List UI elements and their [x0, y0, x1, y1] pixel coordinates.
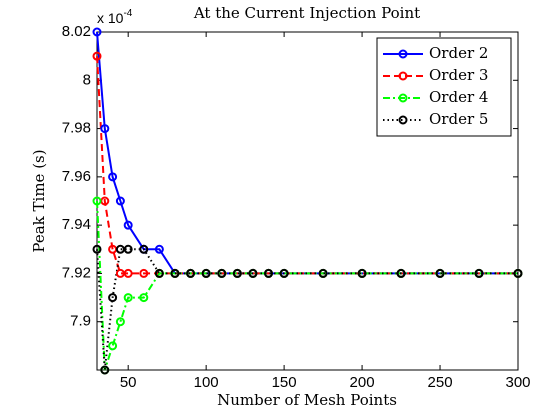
data-point [100, 365, 110, 375]
data-point [357, 268, 367, 278]
x-tick-label: 300 [505, 374, 530, 391]
data-point [108, 172, 118, 182]
data-point [186, 268, 196, 278]
data-point [123, 268, 133, 278]
legend-marker [398, 49, 408, 59]
y-tick-label: 7.92 [62, 264, 91, 281]
data-point [396, 268, 406, 278]
chart-title: At the Current Injection Point [193, 4, 420, 22]
data-point [139, 244, 149, 254]
y-tick-label: 7.98 [62, 120, 91, 137]
data-point [474, 268, 484, 278]
data-point [115, 196, 125, 206]
legend-label: Order 4 [429, 88, 488, 106]
data-point [92, 244, 102, 254]
data-point [154, 244, 164, 254]
legend-marker [398, 115, 408, 125]
multiplier-base: x 10 [97, 10, 124, 26]
legend-marker [398, 71, 408, 81]
series-line [96, 200, 518, 371]
data-point [92, 51, 102, 61]
data-point [92, 196, 102, 206]
x-tick-label: 150 [272, 374, 297, 391]
data-point [154, 268, 164, 278]
x-tick-label: 50 [120, 374, 137, 391]
data-point [92, 27, 102, 37]
data-point [201, 268, 211, 278]
y-tick-label: 8.02 [62, 23, 91, 40]
data-point [115, 317, 125, 327]
data-point [123, 220, 133, 230]
data-point [318, 268, 328, 278]
data-point [123, 244, 133, 254]
y-tick-label: 7.9 [70, 313, 91, 330]
y-tick-label: 8 [83, 71, 91, 88]
data-point [139, 268, 149, 278]
x-tick-label: 200 [350, 374, 375, 391]
legend: Order 2 Order 3 Order 4 Order 5 [376, 37, 512, 137]
data-point [248, 268, 258, 278]
y-axis-label: Peak Time (s) [30, 149, 48, 252]
data-point [123, 293, 133, 303]
data-point [279, 268, 289, 278]
legend-label: Order 3 [429, 66, 488, 84]
data-point [232, 268, 242, 278]
y-tick-label: 7.96 [62, 168, 91, 185]
legend-label: Order 5 [429, 110, 488, 128]
data-point [435, 268, 445, 278]
data-point [139, 293, 149, 303]
data-point [108, 341, 118, 351]
legend-marker [398, 93, 408, 103]
y-tick-label: 7.94 [62, 216, 91, 233]
data-point [100, 124, 110, 134]
legend-label: Order 2 [429, 44, 488, 62]
x-tick-label: 250 [428, 374, 453, 391]
data-point [264, 268, 274, 278]
x-tick-label: 100 [194, 374, 219, 391]
multiplier-exponent: -4 [123, 8, 132, 19]
x-axis-label: Number of Mesh Points [217, 391, 397, 409]
data-point [217, 268, 227, 278]
data-point [513, 268, 523, 278]
data-point [170, 268, 180, 278]
data-point [108, 293, 118, 303]
y-multiplier: x 10-4 [97, 8, 133, 26]
